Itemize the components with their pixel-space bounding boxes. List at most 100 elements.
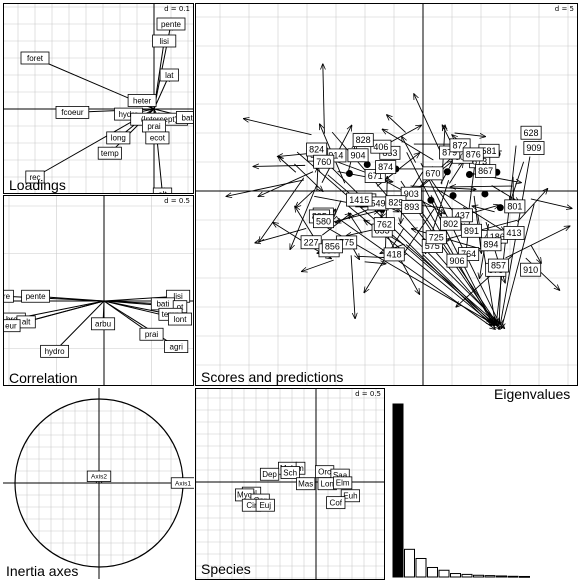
correlation-scale-label: d = 0.5	[164, 197, 190, 205]
species-scale-label: d = 0.5	[355, 390, 381, 398]
inertia-plot: Axis1 Axis2	[3, 388, 194, 582]
prediction-arrow	[278, 156, 296, 172]
scores-panel: 6716758738335756704261864372279099038538…	[195, 3, 578, 386]
score-label: 670	[425, 169, 440, 179]
score-label: 801	[507, 202, 522, 212]
species-label: Sch	[283, 468, 297, 477]
species-label: Dep	[262, 470, 277, 479]
inertia-title: Inertia axes	[6, 563, 78, 579]
scores-plot: 6716758738335756704261864372279099038538…	[196, 4, 577, 385]
score-label: 824	[309, 145, 324, 155]
prediction-arrow	[258, 172, 313, 197]
point-label: lont	[174, 315, 188, 324]
prediction-arrow	[450, 186, 512, 187]
prediction-arrow	[348, 206, 495, 326]
score-label: 406	[373, 142, 388, 152]
score-label: 580	[316, 216, 331, 226]
score-label: 829	[388, 197, 403, 207]
point-label: foret	[27, 54, 44, 63]
species-plot: MehmDepSchOrcSaaMasLonElmTulMyoEuhCorCir…	[196, 389, 384, 579]
species-title: Species	[201, 561, 251, 577]
point-label: agri	[170, 342, 184, 351]
point-label: alt	[22, 318, 31, 327]
species-label: Euh	[343, 492, 357, 501]
eigenvalues-panel	[387, 388, 578, 582]
species-label: Myo	[237, 491, 253, 500]
species-panel: MehmDepSchOrcSaaMasLonElmTulMyoEuhCorCir…	[195, 388, 385, 580]
point-label: eur	[5, 322, 17, 331]
scores-title: Scores and predictions	[201, 369, 343, 385]
inertia-label: Axis1	[175, 480, 191, 487]
score-point	[450, 192, 457, 199]
score-label: 867	[478, 166, 493, 176]
score-point	[444, 168, 451, 175]
score-point	[497, 204, 504, 211]
species-label: Lon	[321, 480, 334, 489]
score-label: 762	[377, 219, 392, 229]
inertia-panel: Axis1 Axis2	[3, 388, 194, 582]
point-label: pente	[161, 20, 182, 29]
correlation-title: Correlation	[9, 370, 77, 386]
score-label: 891	[464, 226, 479, 236]
species-label: Euj	[259, 501, 271, 510]
prediction-arrow	[302, 260, 334, 271]
score-label: 227	[304, 237, 319, 247]
score-label: 909	[526, 143, 541, 153]
point-label: lisi	[160, 37, 170, 46]
loadings-title: Loadings	[9, 177, 66, 193]
score-point	[346, 170, 353, 177]
prediction-arrow	[317, 167, 318, 191]
eigenvalues-plot	[387, 388, 578, 582]
point-label: lat	[165, 71, 174, 80]
prediction-arrow	[385, 176, 387, 251]
eigenvalue-bar	[462, 574, 472, 577]
point-label: alt	[158, 190, 167, 193]
eigenvalue-bar	[451, 574, 461, 577]
prediction-arrow	[414, 94, 440, 151]
species-label: Cof	[330, 498, 343, 507]
eigenvalue-bar	[405, 549, 415, 577]
score-label: 874	[378, 162, 393, 172]
score-label: 894	[483, 239, 498, 249]
score-label: 802	[443, 219, 458, 229]
point-label: arbu	[95, 320, 111, 329]
score-label: 418	[387, 250, 402, 260]
prediction-arrow	[387, 235, 420, 294]
score-label: 906	[450, 256, 465, 266]
eigenvalue-bar	[439, 570, 449, 577]
point-label: long	[111, 134, 126, 143]
score-point	[481, 190, 488, 197]
species-label: Mas	[298, 480, 313, 489]
prediction-arrow	[402, 137, 416, 163]
score-label: 876	[466, 150, 481, 160]
inertia-label: Axis2	[91, 474, 107, 481]
point-label: bati	[182, 113, 193, 122]
point-label: heter	[133, 96, 152, 105]
score-label: 549	[371, 199, 386, 209]
species-label: Cir	[246, 501, 257, 510]
prediction-arrow	[351, 255, 355, 318]
loadings-scale-label: d = 0.1	[164, 5, 190, 13]
point-label: ore	[4, 292, 11, 301]
point-label: hydro	[45, 347, 66, 356]
eigenvalue-bar	[485, 576, 495, 577]
eigenvalue-bar	[520, 576, 530, 577]
scores-scale-label: d = 5	[555, 5, 574, 13]
eigenvalue-bar	[497, 576, 507, 577]
score-label: 857	[491, 261, 506, 271]
point-label: ecot	[150, 134, 166, 143]
point-label: prai	[145, 330, 159, 339]
eigenvalue-bar	[416, 558, 426, 577]
score-label: 628	[524, 128, 539, 138]
prediction-arrow	[255, 228, 306, 242]
score-label: 725	[429, 232, 444, 242]
score-label: 856	[325, 241, 340, 251]
score-label: 828	[356, 135, 371, 145]
prediction-arrow	[531, 246, 541, 264]
eigenvalue-bar	[428, 567, 438, 577]
score-label: 910	[523, 265, 538, 275]
prediction-arrow	[387, 115, 406, 133]
prediction-arrow	[323, 64, 325, 134]
